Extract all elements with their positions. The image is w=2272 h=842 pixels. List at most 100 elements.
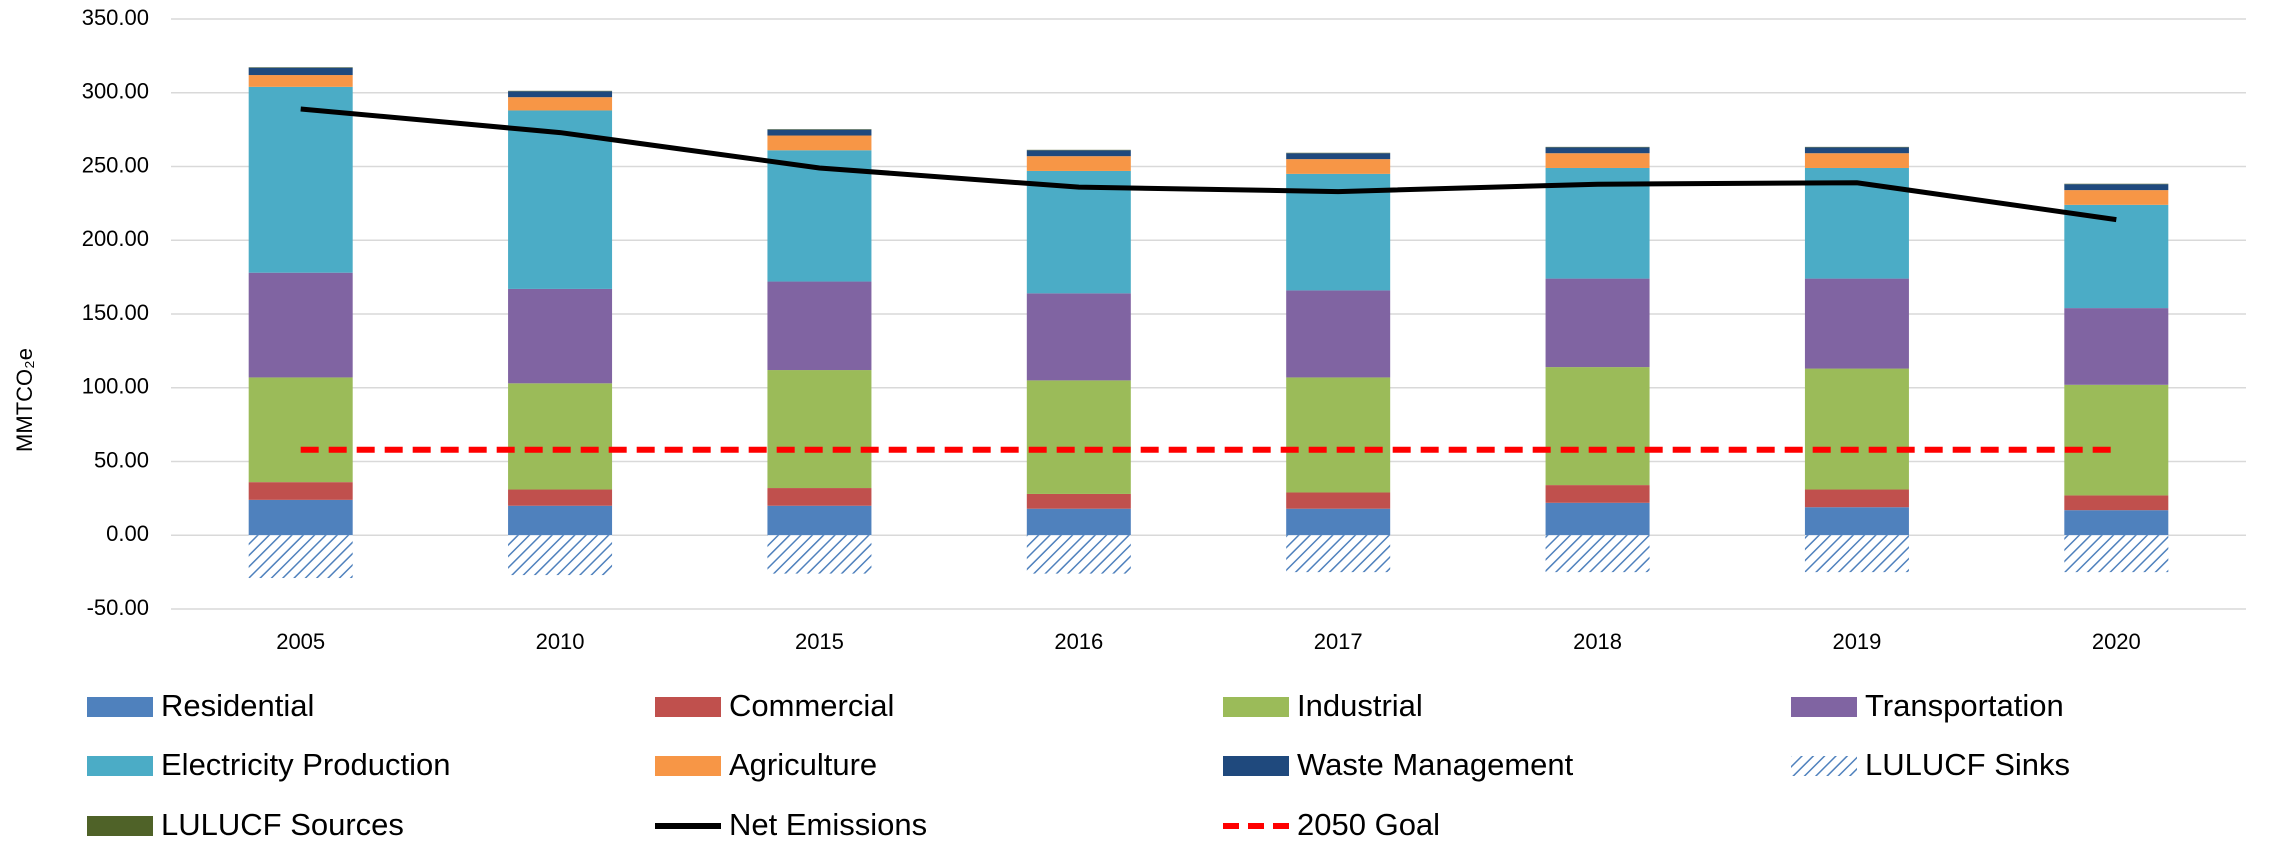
legend-swatch <box>655 756 721 776</box>
bar-segment <box>508 288 613 384</box>
legend-label: LULUCF Sources <box>161 807 404 842</box>
bar-segment <box>2064 495 2169 511</box>
bar-segment <box>1545 502 1650 536</box>
y-tick-label: -50.00 <box>87 595 149 620</box>
x-tick-label: 2018 <box>1573 629 1622 654</box>
bar-segment <box>1545 147 1650 154</box>
legend-swatch <box>655 697 721 717</box>
y-tick-label: 250.00 <box>82 152 149 177</box>
legend-label: Electricity Production <box>161 747 450 782</box>
bar-segment <box>1286 492 1391 509</box>
y-tick-label: 350.00 <box>82 5 149 30</box>
line-series <box>300 106 2117 223</box>
bar-segment <box>508 383 613 490</box>
bar-segment <box>508 91 613 98</box>
legend-label: 2050 Goal <box>1297 807 1440 842</box>
bar-segment <box>2064 510 2169 536</box>
legend-swatch <box>1223 697 1289 717</box>
legend-label: Agriculture <box>729 747 877 782</box>
legend-label: Transportation <box>1865 688 2064 723</box>
bar-segment <box>1804 153 1909 168</box>
bar-segment <box>1286 159 1391 174</box>
legend-label: Waste Management <box>1297 747 1574 782</box>
y-tick-label: 300.00 <box>82 79 149 104</box>
legend-label: LULUCF Sinks <box>1865 747 2070 782</box>
legend-swatch <box>87 697 153 717</box>
bar-segment <box>2064 308 2169 385</box>
legend-swatch <box>87 756 153 776</box>
bar-segment <box>2064 184 2169 191</box>
bar-segment <box>248 86 353 273</box>
bar-segment <box>508 97 613 111</box>
bar-segment <box>1286 153 1391 160</box>
legend-swatch <box>1223 756 1289 776</box>
bar-segment <box>1286 508 1391 536</box>
x-tick-label: 2016 <box>1054 629 1103 654</box>
bar-segment <box>508 505 613 536</box>
bar-segment <box>248 67 353 76</box>
y-tick-label: 50.00 <box>94 447 149 472</box>
bar-segment <box>1026 150 1131 157</box>
bar-segment <box>508 489 613 506</box>
bar-segment <box>1804 489 1909 508</box>
legend-swatch <box>1791 756 1857 776</box>
legend-swatch <box>87 816 153 836</box>
bar-segment <box>1804 147 1909 154</box>
bar-segment <box>248 482 353 500</box>
bar-segment <box>767 281 872 371</box>
x-tick-label: 2020 <box>2092 629 2141 654</box>
bar-segment <box>767 505 872 536</box>
bar-segment <box>1286 377 1391 493</box>
bar-segment <box>767 135 872 151</box>
bar-segment <box>1545 535 1650 573</box>
bar-segment <box>1026 508 1131 536</box>
x-tick-label: 2019 <box>1832 629 1881 654</box>
bar-segment <box>248 377 353 483</box>
x-tick-label: 2005 <box>276 629 325 654</box>
bar-segment <box>1545 367 1650 486</box>
x-tick-label: 2015 <box>795 629 844 654</box>
bar-segment <box>1545 278 1650 368</box>
x-tick-label: 2010 <box>536 629 585 654</box>
legend-label: Industrial <box>1297 688 1423 723</box>
bar-segment <box>1026 293 1131 381</box>
bar-segment <box>2064 190 2169 205</box>
bar-segment <box>1804 535 1909 573</box>
bar-segment <box>1804 368 1909 490</box>
bar-segment <box>508 535 613 576</box>
y-tick-label: 200.00 <box>82 226 149 251</box>
bar-segment <box>767 129 872 136</box>
bar-segment <box>1026 380 1131 494</box>
legend-label: Net Emissions <box>729 807 927 842</box>
bar-segment <box>1545 153 1650 168</box>
bar-segment <box>248 499 353 536</box>
bar-segment <box>767 535 872 574</box>
y-tick-label: 100.00 <box>82 374 149 399</box>
bar-segment <box>248 272 353 378</box>
bar-segment <box>767 370 872 489</box>
legend-label: Residential <box>161 688 314 723</box>
bar-segment <box>1026 535 1131 574</box>
legend-swatch <box>1791 697 1857 717</box>
legend-label: Commercial <box>729 688 894 723</box>
bar-segment <box>1804 278 1909 369</box>
bar-segment <box>1286 290 1391 378</box>
bar-segment <box>508 110 613 289</box>
bar-segment <box>1026 156 1131 171</box>
bar-segment <box>1026 493 1131 509</box>
bar-segment <box>767 488 872 506</box>
bar-segment <box>2064 384 2169 496</box>
y-axis-label: MMTCO₂e <box>12 348 37 452</box>
bar-segment <box>248 535 353 579</box>
bar-segment <box>1804 507 1909 536</box>
x-tick-label: 2017 <box>1314 629 1363 654</box>
bar-segment <box>2064 535 2169 573</box>
bar-segment <box>2064 204 2169 309</box>
y-tick-label: 150.00 <box>82 300 149 325</box>
bar-segment <box>1026 170 1131 294</box>
bar-segment <box>248 75 353 87</box>
bar-segment <box>1286 535 1391 573</box>
bar-segment <box>1545 485 1650 503</box>
y-tick-label: 0.00 <box>106 521 149 546</box>
